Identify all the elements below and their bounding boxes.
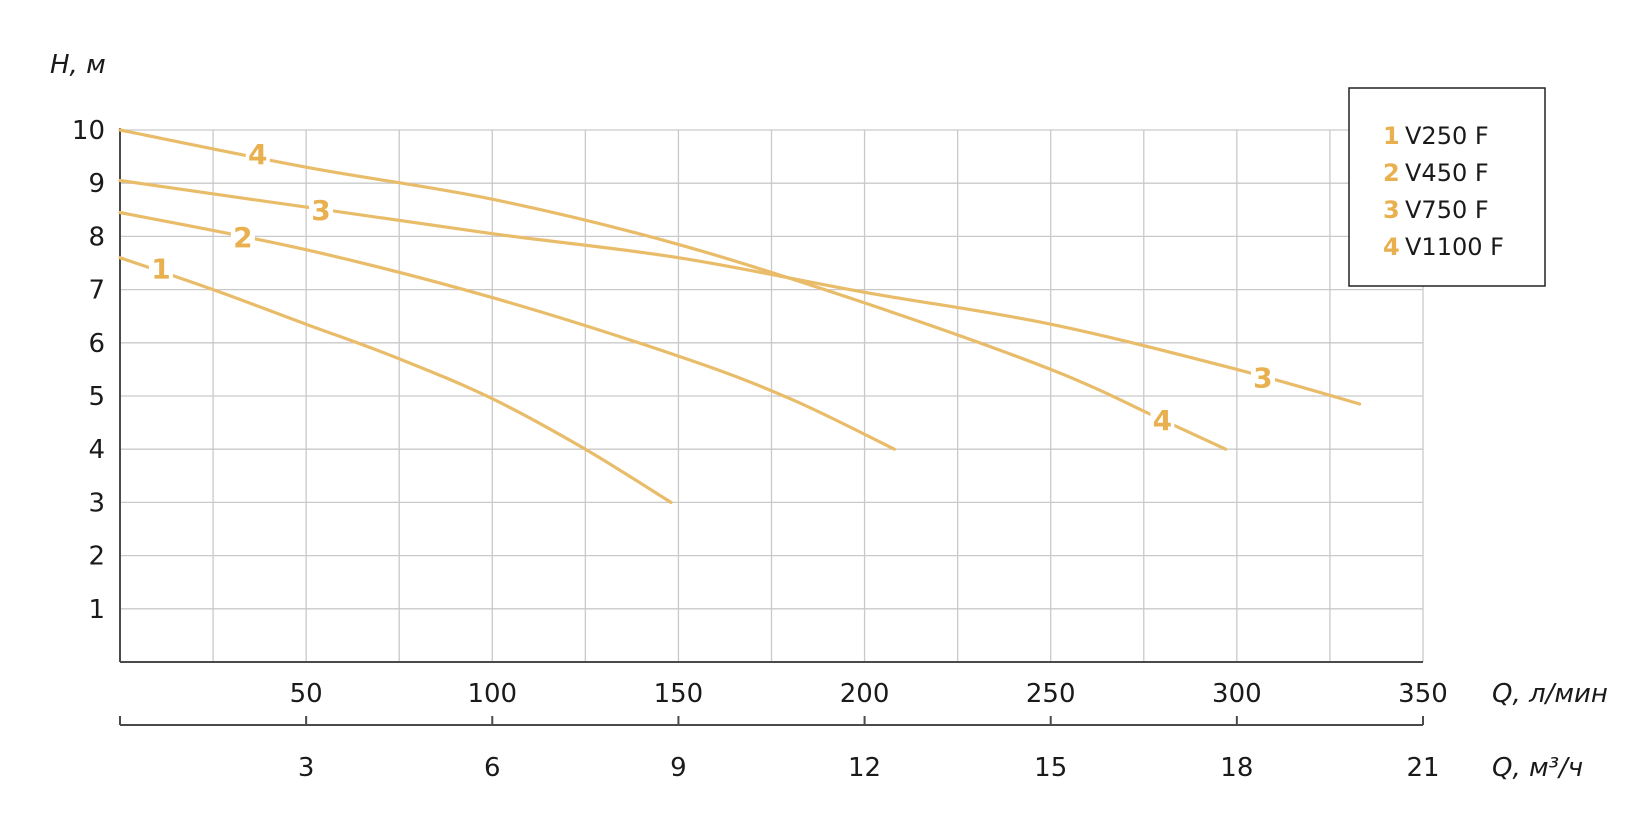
curve-label: 1 [151, 252, 170, 285]
legend-item-number: 1 [1383, 122, 1400, 150]
x2-tick-label: 9 [670, 753, 687, 783]
legend: 1 V250 F2 V450 F3 V750 F4 V1100 F [1348, 87, 1546, 287]
legend-item-label: V1100 F [1405, 233, 1504, 261]
x-tick-label: 250 [1026, 679, 1076, 709]
axes [119, 128, 1424, 726]
y-tick-label: 6 [88, 329, 105, 359]
x2-tick-label: 15 [1034, 753, 1067, 783]
y-axis-title: H, м [50, 50, 106, 80]
y-tick-label: 3 [88, 488, 105, 518]
curve-label: 3 [1253, 361, 1272, 394]
x2-tick-label: 12 [848, 753, 881, 783]
x2-tick-label: 6 [484, 753, 501, 783]
curve-label-bg [1250, 361, 1275, 392]
x-tick-label: 50 [290, 679, 323, 709]
y-tick-label: 10 [72, 116, 105, 146]
curve-label: 3 [311, 194, 330, 227]
x-tick-label: 150 [654, 679, 704, 709]
legend-item-label: V450 F [1405, 159, 1489, 187]
y-tick-label: 7 [88, 276, 105, 306]
series-line-4 [118, 128, 1228, 451]
x-tick-label: 200 [840, 679, 890, 709]
y-tick-label: 8 [88, 222, 105, 252]
y-tick-label: 5 [88, 382, 105, 412]
curve-label-bg [148, 252, 173, 283]
x-axis-title: Q, л/мин [1492, 679, 1608, 709]
curve-label-bg [309, 193, 334, 224]
x2-tick-label: 18 [1220, 753, 1253, 783]
curve-label: 2 [233, 221, 252, 254]
y-tick-label: 1 [88, 595, 105, 625]
x2-tick-label: 21 [1406, 753, 1439, 783]
curve-label: 4 [1153, 404, 1172, 437]
series-line-2 [118, 210, 896, 451]
x2-axis-title: Q, м³/ч [1492, 753, 1583, 783]
legend-item-label: V750 F [1405, 196, 1489, 224]
curve-label-bg [245, 137, 270, 168]
y-tick-label: 4 [88, 435, 105, 465]
x-tick-label: 350 [1398, 679, 1448, 709]
series-line-1 [118, 256, 673, 504]
curve-labels: 1 2 3 4 3 4 [148, 137, 1275, 437]
x-tick-label: 100 [467, 679, 517, 709]
legend-item-number: 3 [1383, 196, 1400, 224]
y-tick-label: 9 [88, 169, 105, 199]
x2-tick-label: 3 [298, 753, 315, 783]
legend-item-number: 2 [1383, 159, 1400, 187]
legend-box [1348, 87, 1546, 287]
curve-label: 4 [248, 138, 267, 171]
x-tick-label: 300 [1212, 679, 1262, 709]
curve-label-bg [230, 220, 255, 251]
y-tick-label: 2 [88, 542, 105, 572]
curve-label-bg [1150, 403, 1175, 434]
legend-item-label: V250 F [1405, 122, 1489, 150]
legend-item-number: 4 [1383, 233, 1400, 261]
